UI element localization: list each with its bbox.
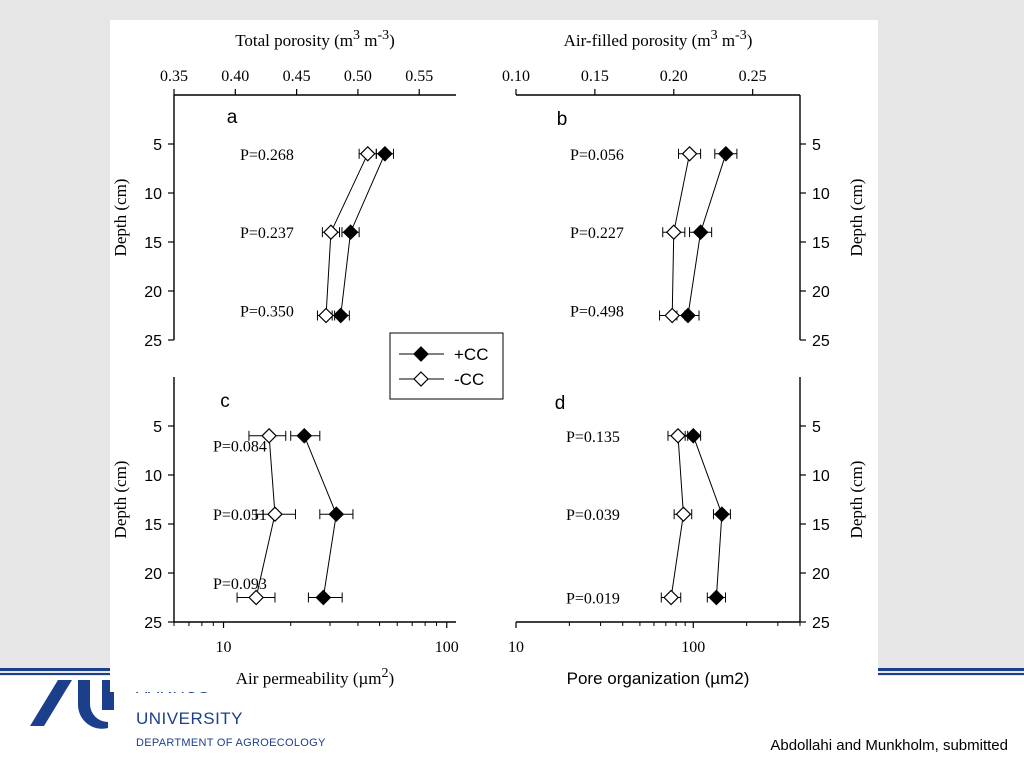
- x-tick-label-c: 10: [216, 639, 232, 656]
- p-value-label-d: P=0.039: [566, 507, 620, 524]
- open-diamond-marker-d: [670, 427, 686, 444]
- y-tick-label-c: 25: [144, 615, 162, 632]
- legend: +CC -CC: [389, 332, 504, 400]
- panel-c: Air permeability (µm2): [168, 377, 456, 688]
- filled-diamond-marker-c: [315, 589, 332, 606]
- p-value-label-a: P=0.268: [240, 147, 294, 164]
- p-value-label-c: P=0.084: [213, 439, 267, 456]
- filled-diamond-marker-b: [692, 224, 709, 241]
- x-tick-label-d: 10: [508, 639, 524, 656]
- panel-letter-a: a: [227, 107, 238, 128]
- x-axis-label-c: Air permeability (µm2): [236, 666, 394, 689]
- x-tick-label-c: 100: [435, 639, 459, 656]
- x-tick-label-a: 0.55: [405, 68, 433, 85]
- x-tick-label-a: 0.35: [160, 68, 188, 85]
- y-tick-label-d: 15: [812, 517, 830, 534]
- y-tick-label-b: 5: [812, 137, 821, 154]
- x-tick-label-b: 0.15: [581, 68, 609, 85]
- y-tick-label-c: 5: [153, 419, 162, 436]
- open-diamond-marker-b: [681, 145, 698, 162]
- y-tick-label-d: 25: [812, 615, 830, 632]
- x-tick-label-a: 0.50: [344, 68, 372, 85]
- open-diamond-marker-a: [323, 224, 339, 241]
- y-tick-label-d: 5: [812, 419, 821, 436]
- p-value-label-d: P=0.019: [566, 591, 620, 608]
- legend-label: -CC: [454, 370, 484, 389]
- open-diamond-marker-b: [664, 307, 681, 324]
- x-axis-label-a: Total porosity (m3 m-3): [235, 28, 395, 51]
- university-logo-icon: [30, 680, 114, 729]
- y-tick-label-c: 10: [144, 468, 162, 485]
- x-tick-label-d: 100: [681, 639, 705, 656]
- y-tick-label-d: 20: [812, 566, 830, 583]
- university-name: UNIVERSITY: [136, 709, 244, 728]
- filled-diamond-icon: [413, 346, 429, 362]
- x-tick-label-b: 0.10: [502, 68, 530, 85]
- citation-credit: Abdollahi and Munkholm, submitted: [770, 737, 1008, 754]
- filled-diamond-marker-b: [717, 145, 734, 162]
- x-axis-label-b: Air-filled porosity (m3 m-3): [564, 28, 753, 51]
- y-tick-label-a: 10: [144, 186, 162, 203]
- y-tick-label-b: 20: [812, 284, 830, 301]
- y-tick-label-a: 5: [153, 137, 162, 154]
- p-value-label-b: P=0.498: [570, 304, 624, 321]
- open-diamond-marker-d: [663, 589, 679, 606]
- y-axis-label-b: Depth (cm): [847, 179, 866, 257]
- figure-panel: Total porosity (m3 m-3) 0.35 0.40 0.45 0.50 0…: [110, 20, 878, 692]
- y-tick-label-c: 20: [144, 566, 162, 583]
- filled-diamond-marker-d: [714, 506, 730, 523]
- p-value-label-a: P=0.237: [240, 225, 294, 242]
- filled-diamond-marker-a: [342, 224, 359, 241]
- open-diamond-marker-a: [318, 307, 334, 324]
- y-tick-label-b: 25: [812, 333, 830, 350]
- panel-letter-b: b: [557, 109, 568, 130]
- filled-diamond-marker-d: [708, 589, 725, 606]
- y-tick-label-b: 15: [812, 235, 830, 252]
- department-name: DEPARTMENT OF AGROECOLOGY: [136, 737, 326, 749]
- filled-diamond-marker-c: [328, 506, 345, 523]
- open-diamond-icon: [413, 371, 429, 387]
- legend-box: [389, 332, 504, 400]
- filled-diamond-marker-c: [296, 427, 313, 444]
- y-tick-label-b: 10: [812, 186, 830, 203]
- y-tick-label-a: 20: [144, 284, 162, 301]
- open-diamond-marker-a: [359, 145, 376, 162]
- p-value-label-b: P=0.227: [570, 225, 624, 242]
- panel-b: Air-filled porosity (m3 m-3): [515, 28, 806, 341]
- panel-letter-d: d: [555, 393, 566, 414]
- open-diamond-marker-b: [665, 224, 682, 241]
- p-value-label-d: P=0.135: [566, 429, 620, 446]
- x-tick-label-b: 0.20: [660, 68, 688, 85]
- open-diamond-marker-d: [675, 506, 692, 523]
- p-value-label-c: P=0.051: [213, 507, 267, 524]
- y-tick-label-d: 10: [812, 468, 830, 485]
- p-value-label-c: P=0.093: [213, 576, 267, 593]
- x-tick-label-a: 0.45: [283, 68, 311, 85]
- open-diamond-marker-c: [261, 427, 277, 444]
- filled-diamond-marker-a: [377, 145, 393, 162]
- legend-label: +CC: [454, 345, 488, 364]
- chart-figure: Total porosity (m3 m-3) 0.35 0.40 0.45 0.50 0…: [111, 28, 866, 689]
- p-value-label-b: P=0.056: [570, 147, 624, 164]
- open-diamond-marker-c: [267, 506, 283, 523]
- panel-a: Total porosity (m3 m-3): [168, 28, 456, 341]
- panel-d: Pore organization (µm2): [515, 377, 806, 688]
- y-tick-label-a: 25: [144, 333, 162, 350]
- series-line-b: [687, 153, 727, 316]
- y-tick-label-c: 15: [144, 517, 162, 534]
- panel-letter-c: c: [220, 391, 230, 412]
- y-axis-label-c: Depth (cm): [111, 461, 130, 539]
- open-diamond-marker-c: [248, 589, 264, 606]
- x-tick-label-a: 0.40: [221, 68, 249, 85]
- x-axis-label-d: Pore organization (µm2): [567, 669, 750, 688]
- filled-diamond-marker-d: [685, 427, 702, 444]
- filled-diamond-marker-a: [332, 307, 349, 324]
- p-value-label-a: P=0.350: [240, 304, 294, 321]
- x-tick-label-b: 0.25: [739, 68, 767, 85]
- y-axis-label-d: Depth (cm): [847, 461, 866, 539]
- y-tick-label-a: 15: [144, 235, 162, 252]
- y-axis-label-a: Depth (cm): [111, 179, 130, 257]
